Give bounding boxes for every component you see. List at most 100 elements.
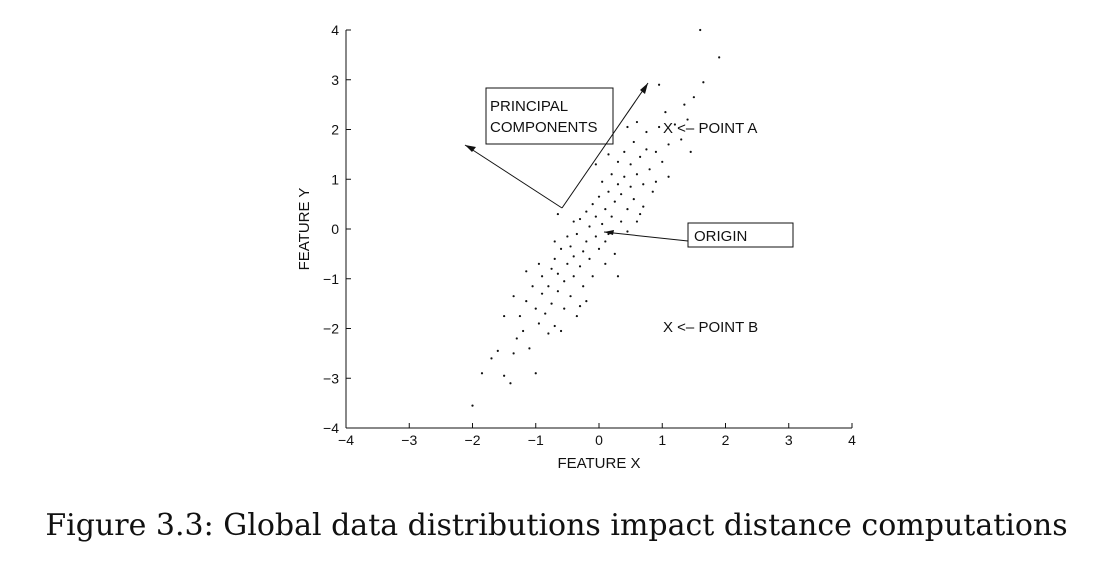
- data-point: [522, 329, 525, 333]
- data-point: [547, 285, 550, 288]
- data-point: [518, 314, 522, 318]
- x-tick-label: 2: [722, 432, 730, 448]
- data-point: [661, 160, 664, 163]
- y-tick-label: −1: [323, 271, 339, 287]
- data-point: [503, 374, 506, 377]
- data-point: [616, 275, 620, 278]
- x-tick-label: −1: [528, 432, 544, 448]
- data-point: [540, 275, 544, 278]
- x-tick-label: −3: [401, 432, 417, 448]
- data-point: [569, 295, 572, 298]
- data-point: [718, 56, 721, 59]
- data-point: [503, 314, 506, 318]
- data-point: [604, 208, 607, 211]
- data-point: [531, 285, 534, 288]
- x-tick-label: 3: [785, 432, 793, 448]
- data-point: [528, 347, 531, 350]
- data-point: [525, 270, 528, 273]
- data-point: [559, 329, 563, 333]
- data-point: [645, 148, 648, 151]
- point-b-label: X <– POINT B: [663, 319, 758, 336]
- y-axis-label: FEATURE Y: [296, 188, 313, 271]
- data-point: [585, 300, 588, 303]
- data-point: [635, 220, 639, 223]
- data-point: [578, 305, 582, 308]
- data-point: [601, 222, 604, 226]
- data-point: [490, 357, 493, 360]
- y-tick-label: −2: [323, 321, 339, 337]
- data-point: [626, 125, 629, 129]
- data-point: [578, 265, 582, 268]
- data-point: [642, 183, 645, 186]
- data-point: [629, 185, 632, 188]
- data-point: [667, 175, 670, 178]
- figure-caption: Figure 3.3: Global data distributions im…: [45, 508, 1068, 543]
- data-point: [553, 324, 556, 328]
- data-point: [556, 290, 559, 293]
- data-point: [594, 215, 597, 218]
- data-point: [620, 220, 623, 223]
- data-point: [575, 232, 578, 236]
- data-point: [607, 153, 610, 156]
- data-point: [639, 155, 642, 158]
- data-point: [537, 262, 541, 265]
- data-point: [509, 382, 512, 385]
- data-point: [547, 332, 550, 335]
- x-tick-label: 1: [658, 432, 666, 448]
- data-point: [585, 240, 588, 243]
- data-point: [572, 255, 575, 258]
- data-point: [556, 272, 559, 275]
- data-point: [613, 200, 616, 203]
- data-point: [601, 180, 604, 183]
- x-tick-label: −2: [465, 432, 481, 448]
- origin-annotation: ORIGIN: [603, 222, 794, 248]
- data-point: [702, 81, 705, 84]
- data-point: [626, 208, 629, 211]
- data-point: [582, 285, 585, 288]
- y-tick-label: −3: [323, 370, 339, 386]
- data-point: [566, 262, 569, 265]
- x-tick-label: −4: [338, 432, 354, 448]
- origin-box: [687, 222, 794, 248]
- data-point: [699, 28, 702, 32]
- data-point: [569, 245, 572, 248]
- principal-components-label-line1: PRINCIPAL: [490, 98, 568, 115]
- data-point: [683, 103, 686, 106]
- scatter-chart: −4 −3 −2 −1 0 1 2 3 4 −4 −3 −2 −1 0 1 2 3 4 FEATURE X FEA…: [296, 22, 856, 472]
- data-point: [534, 307, 537, 310]
- data-point: [550, 302, 553, 305]
- data-point: [626, 230, 629, 233]
- tick-labels: −4 −3 −2 −1 0 1 2 3 4 −4 −3 −2 −1 0 1 2 3 4: [323, 22, 856, 448]
- data-point: [572, 220, 575, 223]
- data-point: [654, 150, 658, 153]
- x-axis-label: FEATURE X: [557, 455, 640, 472]
- data-point: [578, 217, 582, 221]
- data-point: [635, 120, 639, 124]
- data-point: [673, 123, 677, 126]
- data-point: [654, 180, 658, 183]
- data-point: [616, 183, 620, 186]
- data-point: [642, 205, 645, 208]
- data-point: [563, 280, 566, 283]
- data-point: [480, 372, 484, 375]
- data-point: [575, 314, 578, 318]
- data-point: [651, 190, 654, 193]
- data-point: [597, 247, 601, 250]
- y-tick-label: 0: [331, 221, 339, 237]
- y-tick-label: −4: [323, 420, 339, 436]
- data-point: [597, 195, 601, 198]
- data-point: [645, 130, 648, 134]
- component-arrow-1: [464, 144, 563, 209]
- data-point: [540, 292, 544, 295]
- data-point: [680, 138, 683, 141]
- data-point: [692, 96, 695, 99]
- data-point: [512, 295, 515, 298]
- data-point: [553, 257, 556, 260]
- data-point: [588, 225, 591, 228]
- data-point: [623, 175, 626, 178]
- data-point: [582, 250, 585, 253]
- x-tick-label: 0: [595, 432, 603, 448]
- data-point: [632, 140, 635, 144]
- data-point: [471, 404, 474, 407]
